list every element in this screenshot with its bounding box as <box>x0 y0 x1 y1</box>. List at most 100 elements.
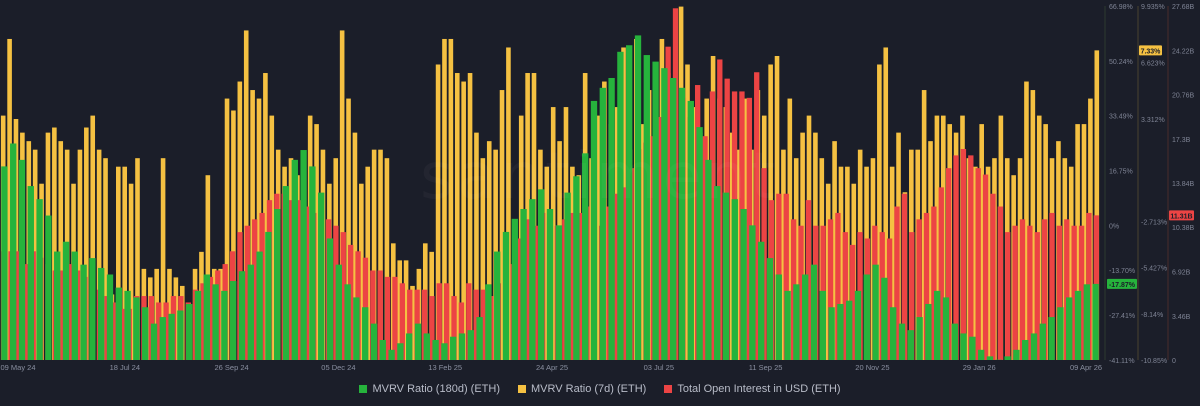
bar-oi-39 <box>288 200 295 360</box>
bar-mvrv180d-27 <box>238 271 246 360</box>
bar-oi-89 <box>658 117 664 360</box>
bar-mvrv180d-115 <box>1013 349 1020 360</box>
bar-mvrv7d-38 <box>243 30 249 360</box>
bar-mvrv7d-71 <box>454 73 460 361</box>
bar-mvrv180d-24 <box>212 284 219 360</box>
bar-oi-83 <box>613 193 620 360</box>
bar-oi-128 <box>946 168 952 360</box>
bar-mvrv180d-9 <box>80 264 87 360</box>
legend-label-open-interest: Total Open Interest in USD (ETH) <box>677 383 841 395</box>
bar-mvrv180d-93 <box>819 290 826 360</box>
bar-mvrv7d-153 <box>979 124 984 360</box>
bar-mvrv7d-115 <box>736 149 741 360</box>
bar-oi-113 <box>835 212 841 360</box>
y-tick-label-oi: 17.3B <box>1172 137 1191 144</box>
bar-mvrv180d-108 <box>951 323 958 360</box>
bar-mvrv180d-70 <box>617 51 624 360</box>
bar-oi-144 <box>1064 219 1070 360</box>
y-tick-label-mvrv180d: 0% <box>1109 223 1119 230</box>
bar-mvrv7d-167 <box>1068 166 1074 360</box>
bar-oi-141 <box>1041 219 1048 360</box>
bar-mvrv7d-53 <box>339 30 345 360</box>
bar-mvrv180d-7 <box>62 241 70 360</box>
bar-mvrv180d-98 <box>863 274 870 360</box>
bar-mvrv180d-28 <box>247 264 254 360</box>
y-tick-label-oi: 3.46B <box>1172 314 1191 321</box>
bar-oi-124 <box>916 219 922 360</box>
bar-mvrv180d-19 <box>168 313 175 360</box>
bar-mvrv180d-90 <box>793 284 800 360</box>
bar-oi-63 <box>466 283 472 360</box>
bar-oi-137 <box>1012 225 1018 360</box>
bar-mvrv180d-1 <box>10 143 17 360</box>
bar-mvrv180d-99 <box>872 264 879 360</box>
bar-oi-33 <box>244 225 250 360</box>
bar-mvrv180d-18 <box>159 317 166 360</box>
bar-oi-143 <box>1056 225 1063 360</box>
bar-mvrv180d-41 <box>362 307 369 360</box>
bar-oi-130 <box>960 148 967 360</box>
bar-oi-146 <box>1078 225 1085 360</box>
legend-item-open-interest[interactable]: Total Open Interest in USD (ETH) <box>664 383 841 395</box>
bar-mvrv180d-42 <box>370 323 378 360</box>
bar-oi-142 <box>1049 212 1055 360</box>
bar-mvrv180d-84 <box>740 208 747 360</box>
bar-oi-46 <box>340 232 346 360</box>
bar-mvrv180d-29 <box>256 251 263 360</box>
bar-mvrv7d-13 <box>84 127 89 361</box>
bar-mvrv180d-4 <box>36 199 43 360</box>
badge-label-mvrv7d: 7.33% <box>1141 48 1162 55</box>
x-tick-label: 09 Apr 26 <box>1070 363 1102 372</box>
bar-mvrv7d-78 <box>499 90 505 361</box>
bar-mvrv7d-1 <box>7 38 12 361</box>
bar-mvrv180d-69 <box>608 77 615 361</box>
y-tick-label-oi: 0 <box>1172 358 1176 365</box>
bar-oi-106 <box>783 193 789 360</box>
bar-oi-40 <box>296 200 302 360</box>
bar-mvrv180d-97 <box>854 290 862 360</box>
legend: MVRV Ratio (180d) (ETH) MVRV Ratio (7d) … <box>0 383 1200 395</box>
bar-mvrv180d-120 <box>1057 307 1064 360</box>
legend-swatch-open-interest <box>664 385 673 393</box>
y-tick-label-oi: 20.76B <box>1172 93 1195 100</box>
y-tick-label-mvrv7d: 3.312% <box>1141 117 1165 124</box>
bar-mvrv180d-14 <box>124 290 131 360</box>
bar-mvrv180d-95 <box>837 303 844 360</box>
bar-oi-59 <box>436 283 442 360</box>
bar-mvrv7d-68 <box>435 64 441 360</box>
legend-item-mvrv-7d[interactable]: MVRV Ratio (7d) (ETH) <box>518 383 646 395</box>
bar-mvrv180d-124 <box>1092 283 1099 360</box>
bar-mvrv180d-112 <box>986 356 994 360</box>
bar-mvrv180d-103 <box>907 330 914 360</box>
bar-oi-123 <box>909 232 915 360</box>
bar-mvrv180d-32 <box>282 186 290 360</box>
bar-oi-55 <box>407 289 413 360</box>
bar-mvrv7d-171 <box>1094 50 1100 361</box>
bar-mvrv180d-71 <box>626 45 633 361</box>
badge-oi <box>1169 210 1194 221</box>
bar-mvrv180d-92 <box>810 264 818 360</box>
bar-oi-2 <box>15 251 22 360</box>
bar-oi-51 <box>377 270 383 360</box>
bar-oi-58 <box>429 296 435 360</box>
bar-mvrv180d-105 <box>925 303 932 360</box>
bar-mvrv180d-101 <box>890 307 897 360</box>
bar-oi-145 <box>1071 225 1077 360</box>
bar-oi-102 <box>754 72 760 360</box>
bar-mvrv7d-35 <box>224 98 230 360</box>
bar-mvrv180d-117 <box>1030 333 1038 360</box>
bar-mvrv7d-32 <box>205 175 211 360</box>
bar-mvrv7d-168 <box>1075 124 1080 360</box>
bar-oi-134 <box>990 193 996 360</box>
bar-mvrv180d-86 <box>758 241 765 360</box>
bar-mvrv180d-114 <box>1004 356 1011 360</box>
bar-mvrv180d-76 <box>670 77 677 361</box>
bar-mvrv180d-25 <box>221 290 228 360</box>
legend-item-mvrv-180d[interactable]: MVRV Ratio (180d) (ETH) <box>359 383 500 395</box>
bar-mvrv180d-51 <box>450 336 457 360</box>
bar-mvrv180d-87 <box>766 258 774 360</box>
bar-mvrv7d-76 <box>486 141 492 360</box>
bar-mvrv7d-36 <box>231 110 236 361</box>
bar-oi-139 <box>1027 225 1033 360</box>
bar-mvrv7d-40 <box>256 98 262 360</box>
